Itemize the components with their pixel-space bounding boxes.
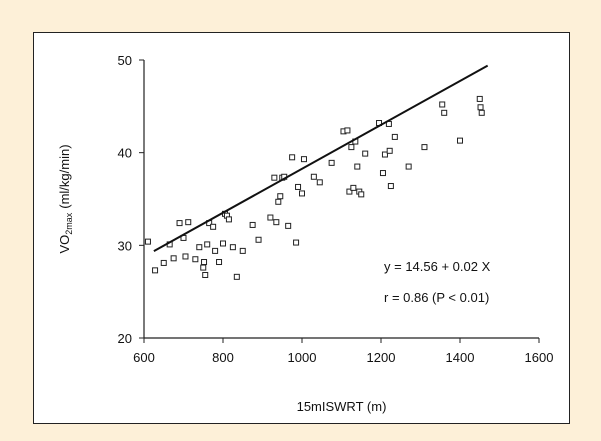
chart-frame: 600 800 1000 1200 1400 1600 20 30 40 50 15mISWRT…: [33, 32, 570, 424]
y-axis-label-unit: (ml/kg/min): [57, 144, 72, 208]
correlation-coefficient: r = 0.86 (P < 0.01): [384, 290, 489, 305]
y-tick-label: 30: [118, 238, 132, 253]
y-tick-label: 40: [118, 146, 132, 161]
data-point: [249, 221, 256, 228]
y-axis-label-main: VO: [57, 235, 72, 254]
y-axis-label-subscript: 2max: [64, 212, 74, 235]
data-point: [285, 222, 292, 229]
x-tick-label: 1400: [446, 350, 475, 365]
data-point: [316, 179, 323, 186]
y-tick-label: 20: [118, 331, 132, 346]
y-ticks: 20 30 40 50: [118, 53, 144, 346]
regression-equation: y = 14.56 + 0.02 X: [384, 259, 491, 274]
data-point: [391, 133, 398, 140]
data-point: [289, 154, 296, 161]
data-point: [405, 163, 412, 170]
data-point: [176, 220, 183, 227]
data-point: [255, 236, 262, 243]
data-point: [277, 193, 284, 200]
data-point: [220, 240, 226, 247]
data-point: [204, 241, 211, 248]
data-point: [310, 173, 317, 180]
data-point: [229, 244, 236, 251]
data-point: [346, 188, 353, 195]
data-point: [182, 253, 189, 260]
x-tick-label: 1200: [367, 350, 396, 365]
x-tick-label: 600: [133, 350, 155, 365]
data-point: [200, 264, 207, 271]
data-point: [216, 259, 223, 266]
data-point: [362, 150, 369, 157]
data-point: [299, 190, 305, 197]
data-point: [185, 219, 192, 226]
data-point: [350, 184, 357, 191]
axes: [143, 60, 539, 339]
y-axis-label: VO2max (ml/kg/min): [57, 144, 74, 253]
data-point: [196, 244, 203, 251]
data-point: [328, 159, 335, 166]
y-tick-label: 50: [118, 53, 132, 68]
x-tick-label: 1600: [525, 350, 554, 365]
data-point: [293, 239, 300, 246]
data-point: [300, 156, 307, 163]
data-point: [386, 147, 393, 154]
data-point: [387, 183, 394, 190]
data-point: [201, 259, 208, 266]
data-point: [233, 273, 240, 280]
data-point: [192, 256, 199, 263]
data-point: [210, 223, 217, 230]
data-point: [477, 104, 484, 111]
data-point: [348, 144, 355, 151]
data-point: [295, 183, 302, 190]
data-point: [275, 198, 282, 205]
data-point: [239, 247, 246, 254]
regression-line: [153, 64, 489, 253]
data-points: [144, 95, 485, 280]
data-point: [225, 216, 232, 223]
data-point: [379, 170, 386, 177]
scatter-chart: 600 800 1000 1200 1400 1600 20 30 40 50 15mISWRT…: [57, 53, 553, 414]
data-point: [358, 191, 365, 198]
data-point: [344, 127, 351, 134]
data-point: [273, 219, 280, 226]
x-tick-label: 800: [212, 350, 234, 365]
x-ticks: 600 800 1000 1200 1400 1600: [133, 338, 553, 365]
data-point: [202, 271, 209, 278]
data-point: [212, 247, 219, 254]
data-point: [457, 137, 463, 144]
data-point: [439, 101, 446, 108]
data-point: [160, 259, 167, 266]
data-point: [152, 267, 159, 274]
data-point: [170, 255, 177, 262]
x-tick-label: 1000: [288, 350, 317, 365]
data-point: [421, 144, 428, 151]
x-axis-label: 15mISWRT (m): [297, 399, 387, 414]
data-point: [476, 95, 483, 102]
data-point: [267, 214, 274, 221]
data-point: [478, 109, 485, 116]
data-point: [381, 151, 388, 158]
data-point: [144, 238, 151, 245]
data-point: [441, 109, 448, 116]
data-point: [271, 174, 278, 181]
data-point: [354, 163, 361, 170]
